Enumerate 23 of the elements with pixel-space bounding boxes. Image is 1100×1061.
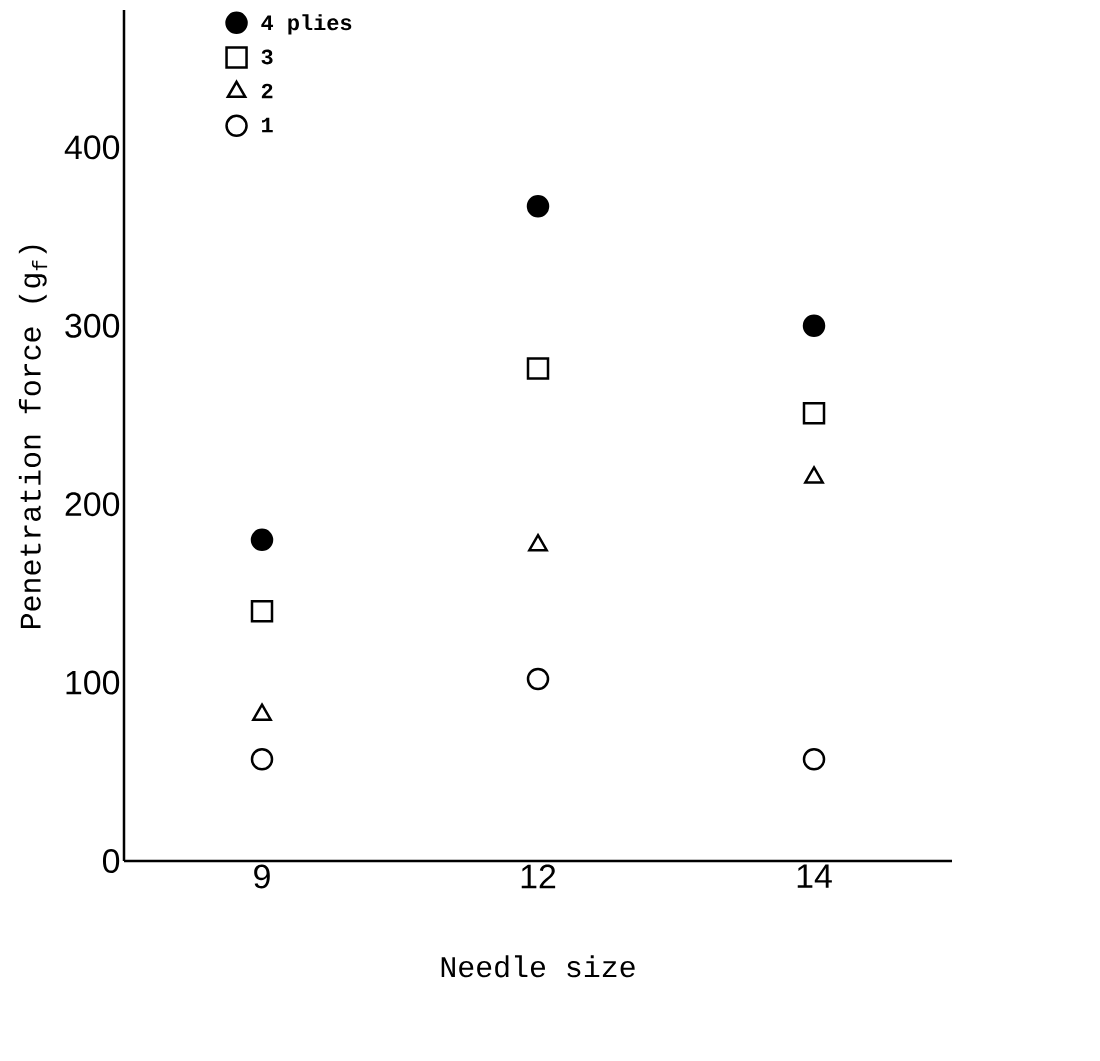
x-tick-label: 12 bbox=[521, 864, 556, 889]
x-tick-label: 14 bbox=[797, 864, 832, 888]
point bbox=[802, 314, 826, 338]
point bbox=[526, 357, 550, 380]
point bbox=[250, 528, 274, 552]
point bbox=[250, 599, 274, 623]
legend-label: 2 bbox=[261, 83, 273, 99]
legend-label: 3 bbox=[261, 49, 273, 65]
legend-label: 1 bbox=[262, 117, 273, 133]
point bbox=[250, 748, 274, 771]
x-axis-title: Needle size bbox=[441, 955, 635, 978]
point bbox=[526, 194, 550, 218]
point bbox=[802, 748, 826, 771]
y-axis-title: Penetration force (g$_{f}$) bbox=[18, 245, 48, 628]
legend-label: 4 plies bbox=[261, 14, 352, 35]
point bbox=[526, 667, 550, 691]
x-tick-label: 9 bbox=[254, 864, 270, 889]
y-tick-label: 200 bbox=[65, 492, 120, 517]
y-tick-label: 0 bbox=[102, 849, 120, 873]
y-tick-label: 400 bbox=[64, 135, 120, 160]
y-tick-label: 300 bbox=[65, 313, 120, 338]
point bbox=[802, 401, 826, 425]
y-tick-label: 100 bbox=[66, 670, 120, 695]
